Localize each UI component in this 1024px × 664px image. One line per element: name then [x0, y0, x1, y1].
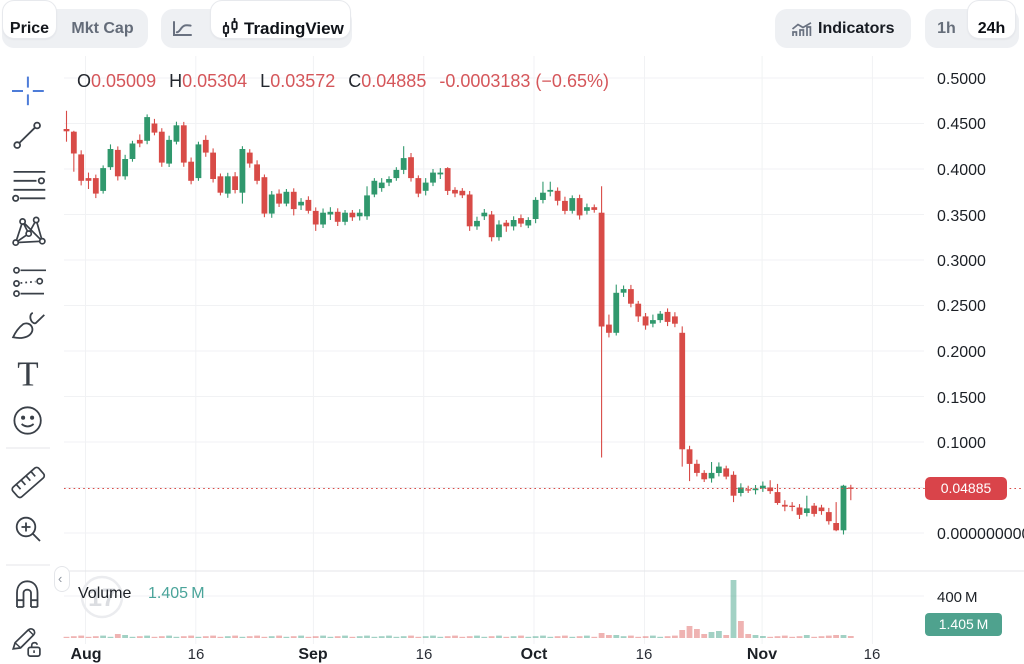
svg-text:T: T	[17, 356, 38, 394]
svg-text:17: 17	[88, 584, 116, 612]
